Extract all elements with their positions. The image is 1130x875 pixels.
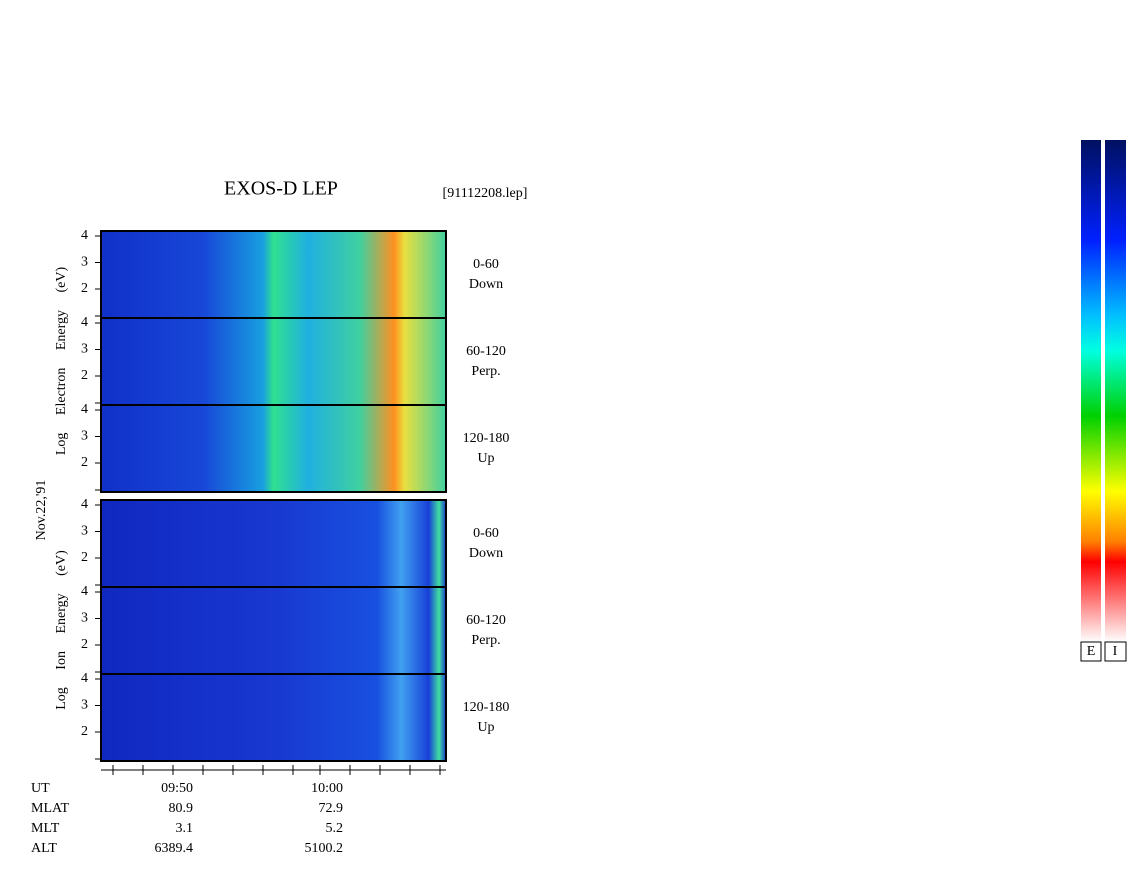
frame (100, 230, 447, 493)
y-tick-label: 3 (81, 524, 88, 539)
orbit-value: 10:00 (311, 781, 343, 796)
y-tick-label: 3 (81, 255, 88, 270)
orbit-value: 80.9 (169, 801, 194, 816)
orbit-value: 09:50 (161, 781, 193, 796)
y-tick-label: 4 (81, 228, 88, 243)
y-tick-label: 3 (81, 611, 88, 626)
spectrogram (101, 405, 446, 492)
y-tick-label: 2 (81, 550, 88, 565)
axis-label: Log Ion Energy (eV) (54, 550, 69, 710)
colorbar-box (1104, 641, 1127, 662)
y-tick-label: 3 (81, 342, 88, 357)
direction: Up (477, 720, 494, 735)
spectrogram (101, 500, 446, 587)
direction: Perp. (471, 633, 500, 648)
orbit-value: 6389.4 (155, 841, 194, 856)
spectrogram (101, 587, 446, 674)
colorbar-label: I (1113, 644, 1118, 659)
y-tick-label: 2 (81, 455, 88, 470)
y-tick-label: 4 (81, 671, 88, 686)
colorbar (1105, 140, 1126, 642)
orbit-value: 3.1 (176, 821, 194, 836)
y-tick-label: 4 (81, 315, 88, 330)
y-tick-label: 4 (81, 402, 88, 417)
y-tick-label: 4 (81, 584, 88, 599)
title: EXOS-D LEP (224, 178, 338, 200)
orbit-value: 5.2 (326, 821, 344, 836)
y-tick-label: 2 (81, 637, 88, 652)
colorbar-box (1080, 641, 1102, 662)
direction: Down (469, 546, 503, 561)
axis-label: Log Electron Energy (eV) (54, 267, 69, 456)
pitch-angle: 120-180 (463, 431, 510, 446)
orbit-label: UT (31, 781, 50, 796)
y-tick-label: 2 (81, 368, 88, 383)
file-name: [91112208.lep] (443, 186, 528, 201)
spectrogram (101, 674, 446, 761)
orbit-value: 5100.2 (305, 841, 344, 856)
y-tick-label: 3 (81, 698, 88, 713)
orbit-label: MLT (31, 821, 60, 836)
date: Nov.22,'91 (34, 480, 49, 541)
pitch-angle: 0-60 (473, 257, 499, 272)
frame (100, 499, 447, 762)
spectrogram (101, 318, 446, 405)
time-ticks (112, 765, 441, 775)
pitch-angle: 120-180 (463, 700, 510, 715)
y-tick-label: 4 (81, 497, 88, 512)
y-tick-label: 2 (81, 281, 88, 296)
pitch-angle: 60-120 (466, 613, 506, 628)
orbit-value: 72.9 (319, 801, 344, 816)
y-tick-label: 3 (81, 429, 88, 444)
spectrogram (101, 231, 446, 318)
pitch-angle: 0-60 (473, 526, 499, 541)
y-tick-label: 2 (81, 724, 88, 739)
direction: Up (477, 451, 494, 466)
direction: Perp. (471, 364, 500, 379)
orbit-label: MLAT (31, 801, 70, 816)
direction: Down (469, 277, 503, 292)
orbit-label: ALT (31, 841, 57, 856)
colorbar (1081, 140, 1101, 642)
pitch-angle: 60-120 (466, 344, 506, 359)
colorbar-label: E (1087, 644, 1096, 659)
